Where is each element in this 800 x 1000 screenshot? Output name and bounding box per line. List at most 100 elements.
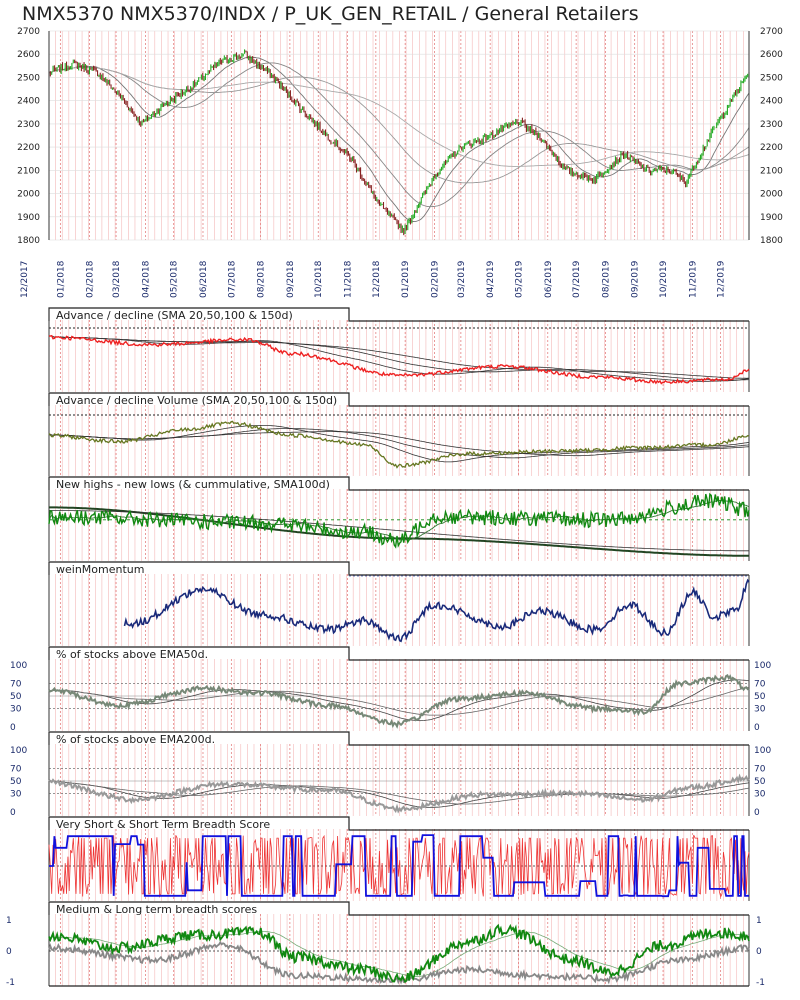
date-tick-label: 08/2019	[601, 260, 611, 298]
date-tick-label: 04/2019	[486, 260, 496, 298]
tick-label-right: 0	[754, 808, 760, 818]
tick-label-left: 0	[10, 723, 16, 733]
tick-label-right: 100	[754, 661, 771, 671]
pct-ema-smooth	[48, 779, 750, 808]
ad-sma	[48, 335, 749, 379]
tick-label-left: 70	[10, 765, 22, 775]
tick-label-left: 50	[10, 777, 22, 787]
date-tick-label: 09/2018	[286, 260, 296, 298]
price-tick-label-right: 1900	[760, 213, 783, 223]
pct-ema-smooth-long	[48, 687, 750, 716]
price-tick-label-left: 2200	[17, 143, 40, 153]
price-tick-label-right: 2300	[760, 120, 783, 130]
pct-line	[48, 773, 750, 814]
panel-title: % of stocks above EMA200d.	[56, 733, 215, 746]
medium-breadth-smooth	[48, 930, 750, 978]
tick-label-right: 0	[754, 723, 760, 733]
date-tick-label: 12/2017	[20, 261, 30, 298]
price-tick-label-left: 2400	[17, 97, 40, 107]
price-tick-label-right: 2700	[760, 27, 783, 37]
price-tick-label-right: 1800	[760, 236, 783, 246]
panel-6: % of stocks above EMA200d. 0 0 30 30 50 50 70 70…	[10, 731, 771, 818]
price-tick-label-left: 2300	[17, 120, 40, 130]
pct-line	[48, 674, 750, 729]
tick-label-left: -1	[6, 978, 15, 988]
nhnl-line	[48, 492, 750, 549]
date-tick-label: 06/2018	[199, 260, 209, 298]
price-tick-label-left: 1900	[17, 213, 40, 223]
short-breadth-line	[49, 834, 749, 898]
price-tick-label-right: 2000	[760, 190, 783, 200]
price-sma-50	[48, 62, 750, 208]
panel-4: weinMomentum	[48, 561, 750, 646]
price-tick-label-right: 2100	[760, 166, 783, 176]
date-tick-label: 03/2018	[112, 260, 122, 298]
tick-label-right: 30	[754, 789, 766, 799]
panel-title: Medium & Long term breadth scores	[56, 903, 257, 916]
adv-sma	[48, 424, 750, 463]
date-tick-label: 10/2018	[314, 260, 324, 298]
tick-label-left: 30	[10, 704, 22, 714]
panel-8: Medium & Long term breadth scores -1 -1 0 0 1…	[6, 901, 765, 988]
price-sma-20	[48, 56, 750, 222]
date-tick-label: 08/2018	[257, 260, 267, 298]
price-tick-label-right: 2600	[760, 50, 783, 60]
date-tick-label: 03/2019	[457, 260, 467, 298]
price-tick-label-right: 2500	[760, 73, 783, 83]
price-tick-label-left: 2500	[17, 73, 40, 83]
tick-label-right: -1	[756, 978, 765, 988]
tick-label-left: 0	[6, 947, 12, 957]
panel-title: weinMomentum	[56, 563, 144, 576]
nhnl-cumulative	[49, 506, 749, 557]
tick-label-left: 1	[6, 916, 12, 926]
price-tick-label-left: 2000	[17, 190, 40, 200]
date-tick-label: 11/2019	[688, 260, 698, 298]
panel-3: New highs - new lows (& cummulative, SMA…	[48, 476, 750, 561]
very-short-breadth-line	[48, 834, 750, 899]
panel-title: Advance / decline (SMA 20,50,100 & 150d)	[56, 309, 293, 322]
tick-label-left: 30	[10, 789, 22, 799]
price-tick-label-left: 2100	[17, 166, 40, 176]
chart-title: NMX5370 NMX5370/INDX / P_UK_GEN_RETAIL /…	[22, 3, 639, 25]
tick-label-left: 100	[10, 661, 27, 671]
price-panel: 1800 1800 1900 1900 2000 2000 2100 2100 2200 2200…	[17, 27, 783, 246]
nhnl-sma	[49, 510, 749, 552]
price-tick-label-left: 1800	[17, 236, 40, 246]
tick-label-right: 50	[754, 692, 766, 702]
medium-breadth-line	[48, 923, 750, 984]
panel-5: % of stocks above EMA50d. 0 0 30 30 50 50 70 70 1…	[10, 646, 771, 733]
ad-line	[48, 334, 750, 385]
date-tick-label: 05/2018	[170, 260, 180, 298]
date-tick-label: 09/2019	[631, 260, 641, 298]
date-tick-label: 10/2019	[659, 260, 669, 298]
price-tick-label-right: 2200	[760, 143, 783, 153]
date-axis: 01/2018 02/2018 03/2018 04/2018 05/2018 06/20…	[20, 260, 727, 298]
tick-label-right: 70	[754, 680, 766, 690]
tick-label-right: 1	[756, 916, 762, 926]
price-tick-label-left: 2700	[17, 27, 40, 37]
date-tick-label: 06/2019	[544, 260, 554, 298]
tick-label-left: 0	[10, 808, 16, 818]
panel-7: Very Short & Short Term Breadth Score	[48, 816, 750, 901]
price-tick-label-left: 2600	[17, 50, 40, 60]
panel-title: % of stocks above EMA50d.	[56, 648, 208, 661]
price-sma-150	[48, 66, 750, 167]
tick-label-left: 100	[10, 746, 27, 756]
tick-label-right: 30	[754, 704, 766, 714]
date-tick-label: 02/2018	[86, 260, 96, 298]
date-tick-label: 01/2019	[401, 260, 411, 298]
date-tick-label: 11/2018	[344, 260, 354, 298]
momentum-line	[123, 578, 750, 643]
panel-2: Advance / decline Volume (SMA 20,50,100 …	[48, 392, 750, 476]
tick-label-left: 70	[10, 680, 22, 690]
panel-title: Advance / decline Volume (SMA 20,50,100 …	[56, 394, 337, 407]
price-tick-label-right: 2400	[760, 97, 783, 107]
tick-label-left: 50	[10, 692, 22, 702]
panel-1: Advance / decline (SMA 20,50,100 & 150d)	[48, 307, 750, 392]
date-tick-label: 02/2019	[430, 260, 440, 298]
chart-panels: 1800 1800 1900 1900 2000 2000 2100 2100 2200 2200…	[6, 27, 783, 988]
date-tick-label: 07/2019	[572, 260, 582, 298]
panel-title: Very Short & Short Term Breadth Score	[56, 818, 270, 831]
tick-label-right: 100	[754, 746, 771, 756]
